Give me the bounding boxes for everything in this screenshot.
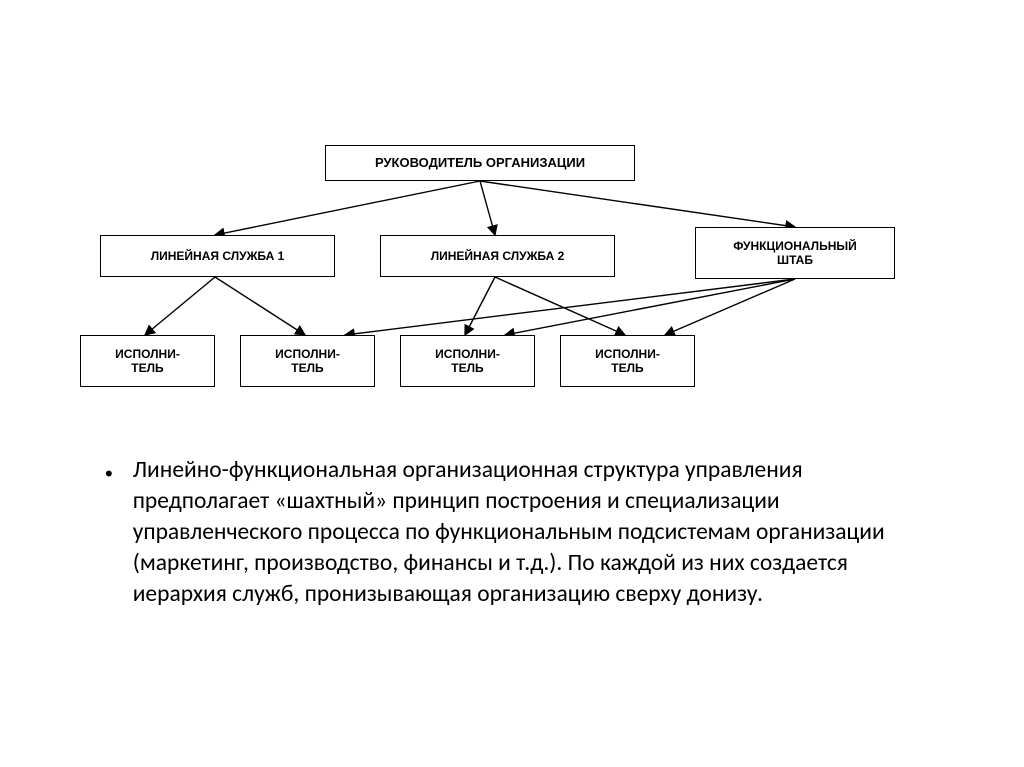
node-line2: ЛИНЕЙНАЯ СЛУЖБА 2 [380,235,615,277]
node-line1: ЛИНЕЙНАЯ СЛУЖБА 1 [100,235,335,277]
bullet-marker: • [105,459,113,610]
edge-line1-ex1 [145,277,215,335]
node-ex4: ИСПОЛНИ-ТЕЛЬ [560,335,695,387]
node-staff: ФУНКЦИОНАЛЬНЫЙШТАБ [695,227,895,279]
bullet-item: • Линейно-функциональная организационная… [105,455,935,610]
edge-staff-ex2 [345,279,795,335]
description-section: • Линейно-функциональная организационная… [105,455,935,610]
edge-staff-ex3 [505,279,795,335]
edge-root-line1 [215,181,480,235]
node-ex3: ИСПОЛНИ-ТЕЛЬ [400,335,535,387]
node-ex1: ИСПОЛНИ-ТЕЛЬ [80,335,215,387]
edge-root-staff [480,181,795,227]
edge-root-line2 [480,181,495,235]
edge-line1-ex2 [215,277,305,335]
org-chart-diagram: РУКОВОДИТЕЛЬ ОРГАНИЗАЦИИ ЛИНЕЙНАЯ СЛУЖБА … [80,145,950,405]
edge-line2-ex4 [495,277,625,335]
edge-staff-ex4 [665,279,795,335]
node-ex2: ИСПОЛНИ-ТЕЛЬ [240,335,375,387]
bullet-text: Линейно-функциональная организационная с… [133,455,935,610]
edge-line2-ex3 [465,277,495,335]
node-root: РУКОВОДИТЕЛЬ ОРГАНИЗАЦИИ [325,145,635,181]
